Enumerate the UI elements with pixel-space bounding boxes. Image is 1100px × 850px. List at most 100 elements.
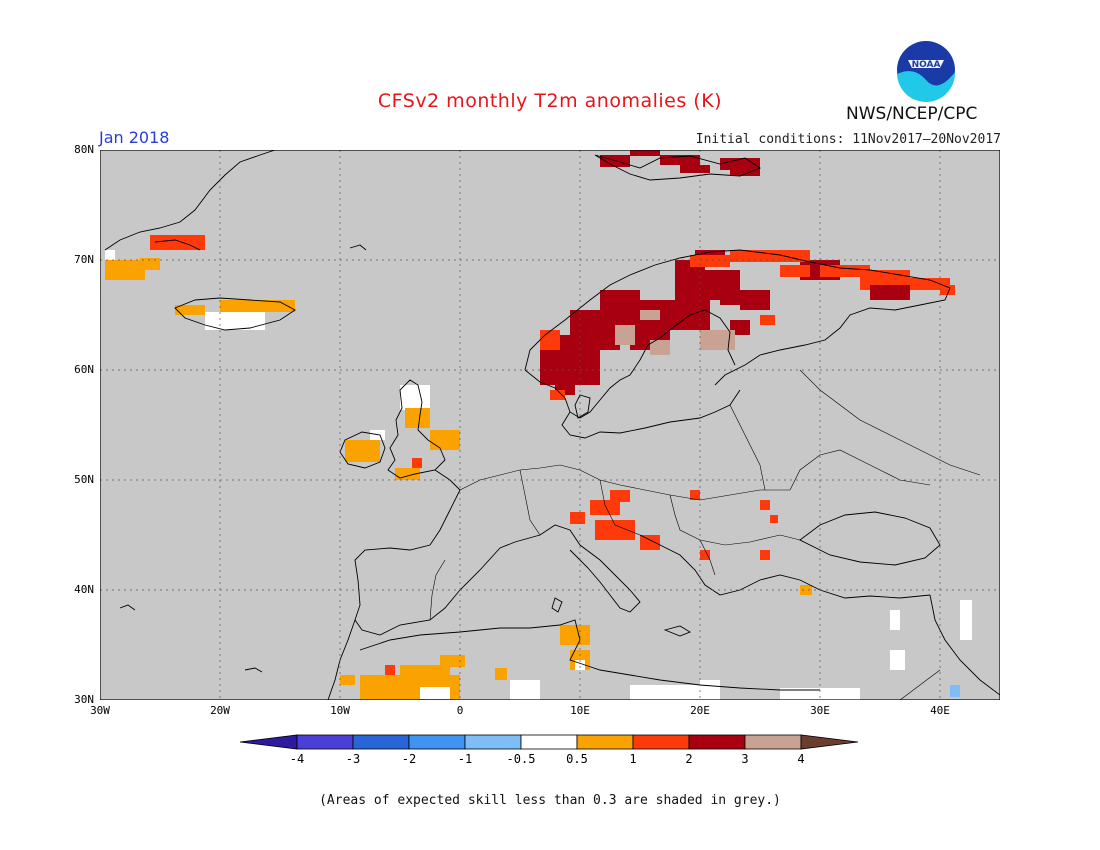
colorbar-cell [408,734,466,750]
chart-title: CFSv2 monthly T2m anomalies (K) [377,90,723,112]
anomaly-cell [630,150,660,156]
lat-label: 40N [74,583,94,596]
colorbar-tick-label: -0.5 [506,752,536,766]
coastlines [104,150,1000,700]
anomaly-cell [660,155,700,165]
anomaly-cell [430,430,460,450]
anomaly-cell [890,650,905,670]
anomaly-cell [700,680,720,700]
colorbar-cell [520,734,578,750]
anomaly-cell [630,685,710,700]
colorbar-tick-label: 4 [797,752,805,766]
colorbar-tick-label: -3 [345,752,361,766]
anomaly-cell [820,265,870,277]
anomaly-cell [680,165,710,173]
anomaly-cell [150,235,205,250]
lat-label: 50N [74,473,94,486]
anomaly-cell [175,305,205,315]
agency-label: NWS/NCEP/CPC [846,104,978,124]
lon-label: 20E [690,704,710,717]
anomaly-cell [590,500,620,515]
anomaly-cell [495,668,507,680]
lat-label: 60N [74,363,94,376]
anomaly-cell [400,385,430,410]
colorbar-tick-label: 3 [741,752,749,766]
lon-label: 0 [456,704,464,717]
colorbar-tick-label: -2 [401,752,417,766]
anomaly-cell [395,468,420,480]
anomaly-cell [690,490,700,500]
colorbar-cell [744,734,802,750]
lat-label: 30N [74,693,94,706]
lat-label: 70N [74,253,94,266]
anomaly-cell [440,655,465,667]
anomaly-cell [960,600,972,640]
colorbar-cell [352,734,410,750]
anomaly-cell [760,550,770,560]
initial-conditions: Initial conditions: 11Nov2017–20Nov2017 [695,132,1001,147]
logo-text: NOAA [912,60,941,70]
colorbar-cell [576,734,634,750]
colorbar [240,734,859,750]
anomaly-cell [720,285,740,305]
anomaly-cell [540,360,560,385]
anomaly-cell [690,255,730,267]
lon-label: 20W [210,704,230,717]
anomaly-cell [615,325,635,345]
anomaly-map [100,150,1000,700]
anomaly-cell [600,290,640,330]
anomaly-cell [570,512,585,524]
lon-label: 10W [330,704,350,717]
anomaly-cell [800,585,812,595]
anomaly-cell [560,625,590,645]
colorbar-tick-label: -4 [289,752,305,766]
lon-label: 10E [570,704,590,717]
anomaly-cell [730,168,760,176]
anomaly-cell [405,408,430,428]
footnote: (Areas of expected skill less than 0.3 a… [319,793,781,808]
anomaly-cell [105,250,115,260]
colorbar-tick-label: 0.5 [566,752,588,766]
map-background [100,150,1000,700]
colorbar-cell [688,734,746,750]
anomaly-cell [780,265,810,277]
anomaly-cell [770,515,778,523]
anomaly-cell [105,260,145,280]
noaa-logo-icon: NOAA [895,39,957,102]
anomaly-cell [760,315,775,325]
lon-label: 40E [930,704,950,717]
anomaly-cell [220,300,295,312]
anomaly-cell [385,665,395,675]
anomaly-cell [730,250,810,262]
colorbar-cell [464,734,522,750]
anomaly-cell [700,550,710,560]
anomaly-cell [575,660,585,670]
lat-label: 80N [74,143,94,156]
anomaly-cell [540,330,560,350]
colorbar-cell [240,734,298,750]
anomaly-cell [700,330,735,350]
colorbar-tick-label: -1 [457,752,473,766]
anomaly-cell [595,520,635,540]
anomaly-cell [412,458,422,468]
anomaly-cell [640,310,660,320]
colorbar-tick-label: 1 [629,752,637,766]
lon-label: 30E [810,704,830,717]
anomaly-cell [780,688,860,700]
colorbar-cell [632,734,690,750]
anomaly-cell [740,290,770,310]
anomaly-cell [140,258,160,270]
colorbar-tick-label: 2 [685,752,693,766]
colorbar-cell [800,734,859,750]
anomaly-cell [510,680,540,700]
anomaly-cell [340,675,355,685]
anomaly-cell [950,685,960,697]
anomaly-cell [610,490,630,502]
anomaly-cell [400,665,450,680]
anomaly-cell [760,500,770,510]
anomaly-cell [345,440,380,462]
anomaly-cell [870,285,910,300]
anomaly-cell [940,285,955,295]
anomaly-cell [650,340,670,355]
anomaly-cell [420,687,450,699]
